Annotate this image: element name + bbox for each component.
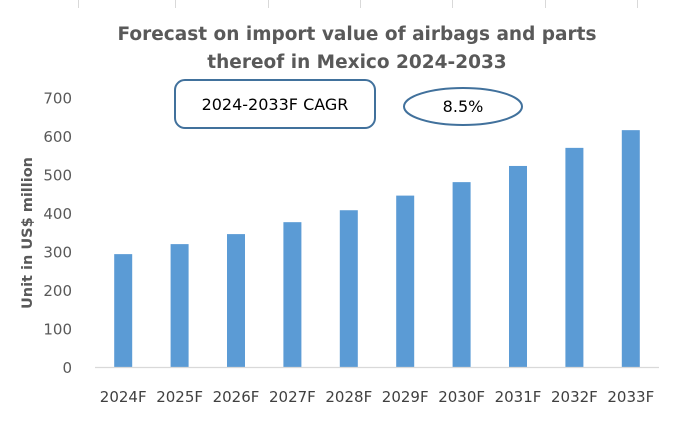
y-tick-label: 600 <box>43 128 72 146</box>
cagr-value-text: 8.5% <box>443 97 484 116</box>
y-tick-label: 700 <box>43 90 72 108</box>
y-tick-label: 200 <box>43 282 72 300</box>
cagr-label-box: 2024-2033F CAGR <box>174 79 376 129</box>
sheet-column-lines <box>78 0 638 8</box>
y-axis-ticks: 0 100 200 300 400 500 600 700 <box>43 90 72 378</box>
bar-2032F <box>565 147 584 368</box>
bar-2025F <box>170 244 189 368</box>
bar-2026F <box>227 234 245 368</box>
x-tick-label: 2029F <box>382 388 429 406</box>
x-tick-label: 2033F <box>607 388 654 406</box>
x-tick-label: 2028F <box>325 388 372 406</box>
cagr-label-border <box>174 79 376 129</box>
cagr-value-border <box>403 87 523 126</box>
y-axis-title: Unit in US$ million <box>20 157 36 309</box>
chart-title-line-2: thereof in Mexico 2024-2033 <box>207 52 506 73</box>
bar-2029F <box>396 195 415 368</box>
x-tick-label: 2025F <box>156 388 203 406</box>
bar-2031F <box>509 165 527 368</box>
y-tick-label: 500 <box>43 167 72 185</box>
chart-title: Forecast on import value of airbags and … <box>118 24 597 73</box>
x-tick-label: 2032F <box>551 388 598 406</box>
bar-2027F <box>283 222 302 368</box>
y-tick-label: 400 <box>43 205 72 223</box>
x-tick-label: 2026F <box>213 388 260 406</box>
bar-2028F <box>339 210 358 368</box>
bar-2030F <box>452 182 471 368</box>
x-tick-label: 2024F <box>100 388 147 406</box>
x-tick-label: 2030F <box>438 388 485 406</box>
x-axis-ticks: 2024F 2025F 2026F 2027F 2028F 2029F 2030F 2031F… <box>100 388 654 406</box>
y-tick-label: 0 <box>62 359 72 377</box>
bar-2024F <box>114 254 133 368</box>
bars <box>114 130 640 368</box>
chart-title-line-1: Forecast on import value of airbags and … <box>118 24 597 45</box>
x-tick-label: 2031F <box>495 388 542 406</box>
cagr-label-text: 2024-2033F CAGR <box>202 95 349 114</box>
x-tick-label: 2027F <box>269 388 316 406</box>
bar-2033F <box>621 130 640 368</box>
y-tick-label: 100 <box>43 321 72 339</box>
cagr-value-ellipse: 8.5% <box>403 87 523 126</box>
y-tick-label: 300 <box>43 244 72 262</box>
